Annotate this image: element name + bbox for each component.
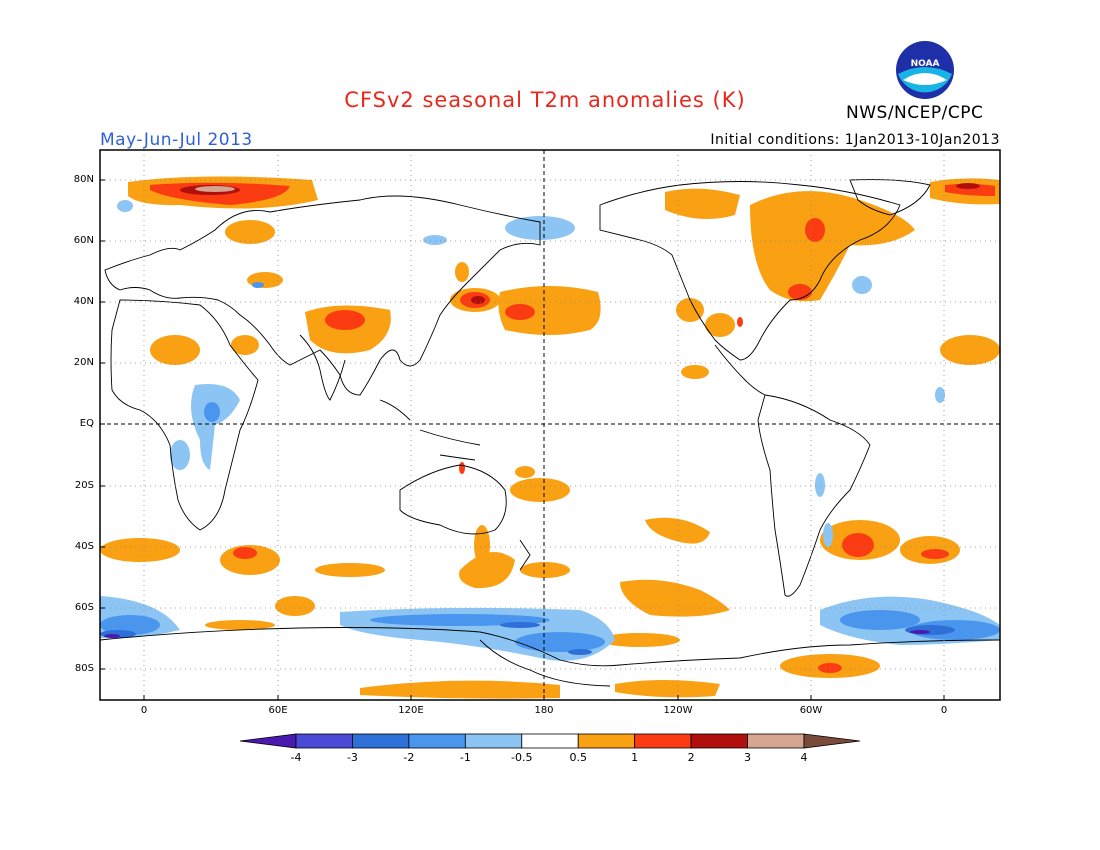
lat-label-40s: 40S	[74, 541, 94, 552]
lon-label-60w: 60W	[799, 705, 823, 716]
map-frame	[99, 149, 1001, 701]
colorbar-swatch	[634, 733, 692, 749]
colorbar-swatch	[295, 733, 353, 749]
colorbar-label: -3	[346, 751, 358, 764]
colorbar-swatch	[690, 733, 748, 749]
colorbar-label: -0.5	[511, 751, 533, 764]
lon-label-60e: 60E	[268, 705, 288, 716]
lat-label-80n: 80N	[73, 174, 94, 185]
lat-label-eq: EQ	[79, 418, 94, 429]
colorbar-swatch	[577, 733, 636, 749]
lon-label-120w: 120W	[663, 705, 693, 716]
colorbar-swatch	[464, 733, 523, 749]
lat-label-60n: 60N	[73, 235, 94, 246]
colorbar-swatch	[521, 733, 579, 749]
lat-label-60s: 60S	[74, 602, 94, 613]
colorbar-swatch	[408, 733, 466, 749]
lat-label-80s: 80S	[74, 663, 94, 674]
colorbar-label: 4	[800, 751, 808, 764]
map-title: CFSv2 seasonal T2m anomalies (K)	[344, 88, 746, 112]
colorbar-arrow-low	[239, 733, 297, 749]
season-label: May-Jun-Jul 2013	[100, 130, 253, 150]
colorbar-label: -2	[403, 751, 415, 764]
noaa-logo: NOAA	[896, 41, 954, 99]
anomaly-field	[100, 150, 1000, 700]
lon-label-120e: 120E	[398, 705, 424, 716]
agency-label: NWS/NCEP/CPC	[846, 103, 984, 123]
colorbar-label: -1	[459, 751, 471, 764]
colorbar-label: 1	[631, 751, 639, 764]
lon-label-0-east: 0	[940, 705, 948, 716]
colorbar	[239, 733, 861, 749]
colorbar-label: 0.5	[569, 751, 587, 764]
lat-label-20n: 20N	[73, 357, 94, 368]
colorbar-label: -4	[290, 751, 302, 764]
colorbar-swatch	[747, 733, 805, 749]
colorbar-label: 3	[744, 751, 752, 764]
lon-label-0: 0	[140, 705, 148, 716]
lat-label-40n: 40N	[73, 296, 94, 307]
reference-lines	[100, 150, 1000, 700]
colorbar-arrow-high	[803, 733, 861, 749]
tick-marks	[100, 179, 945, 700]
grid-lines	[100, 150, 1000, 700]
logo-text: NOAA	[911, 59, 940, 69]
colorbar-label: 2	[687, 751, 695, 764]
lat-label-20s: 20S	[74, 480, 94, 491]
lon-label-180: 180	[534, 705, 554, 716]
initial-conditions-label: Initial conditions: 1Jan2013-10Jan2013	[710, 132, 1000, 148]
colorbar-swatch	[352, 733, 410, 749]
